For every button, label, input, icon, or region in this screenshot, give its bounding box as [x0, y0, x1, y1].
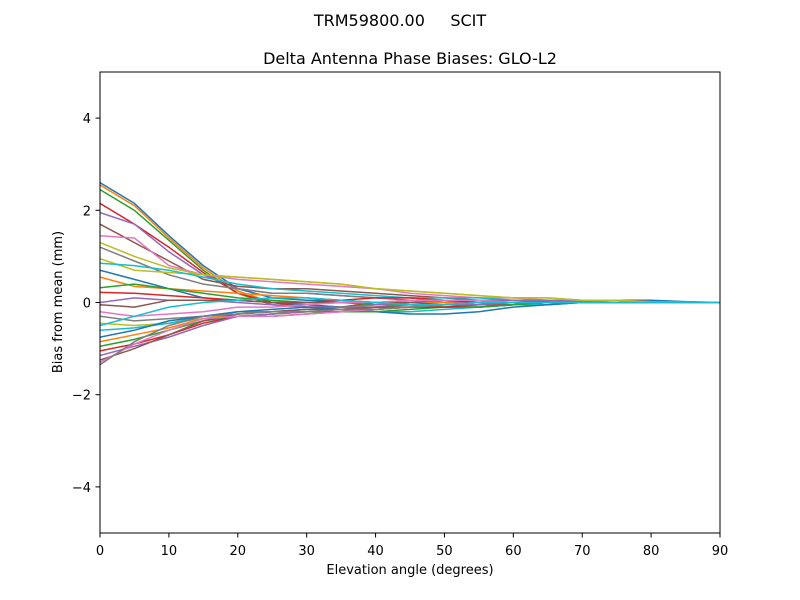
- y-tick-label: −2: [72, 389, 91, 404]
- series-line-30: [100, 297, 720, 327]
- y-tick-label: 2: [83, 204, 91, 219]
- x-tick-label: 10: [161, 544, 178, 559]
- x-tick-label: 80: [643, 544, 660, 559]
- x-tick-label: 30: [298, 544, 315, 559]
- y-axis-label: Bias from mean (mm): [51, 231, 66, 373]
- x-tick-label: 70: [574, 544, 591, 559]
- series-lines: [100, 181, 720, 366]
- x-tick-label: 0: [96, 544, 104, 559]
- x-axis: 0 10 20 30 40 50 60 70 80 90: [96, 533, 728, 559]
- y-axis: −4 −2 0 2 4: [72, 112, 100, 496]
- x-tick-label: 60: [505, 544, 522, 559]
- series-line-29: [100, 241, 720, 304]
- series-line-2: [100, 184, 720, 308]
- x-tick-label: 20: [230, 544, 247, 559]
- chart-title: Delta Antenna Phase Biases: GLO-L2: [263, 49, 557, 68]
- series-line-25: [100, 301, 720, 357]
- series-line-3: [100, 188, 720, 308]
- y-tick-label: 4: [83, 112, 91, 127]
- y-tick-label: −4: [72, 481, 91, 496]
- x-tick-label: 50: [436, 544, 453, 559]
- x-tick-label: 40: [367, 544, 384, 559]
- x-tick-label: 90: [712, 544, 729, 559]
- x-axis-label: Elevation angle (degrees): [326, 563, 493, 578]
- series-line-1: [100, 181, 720, 308]
- y-tick-label: 0: [83, 297, 91, 312]
- chart-suptitle: TRM59800.00 SCIT: [313, 11, 487, 30]
